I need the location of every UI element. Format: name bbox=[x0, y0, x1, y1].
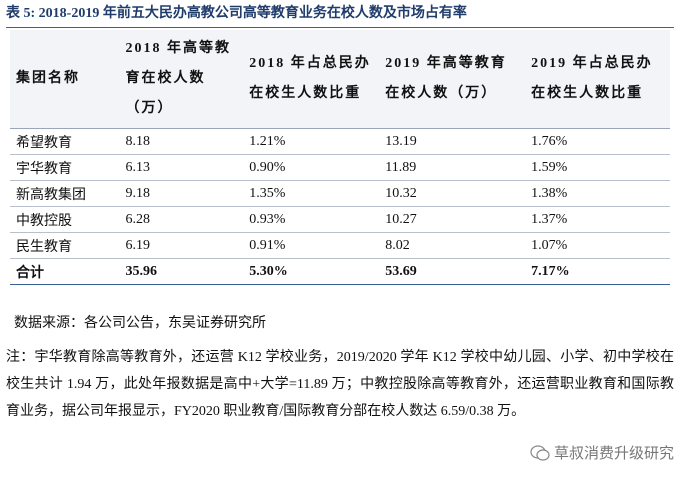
wechat-icon bbox=[530, 444, 550, 461]
table-title: 表 5: 2018-2019 年前五大民办高教公司高等教育业务在校人数及市场占有… bbox=[6, 2, 674, 28]
table-cell: 10.27 bbox=[379, 206, 526, 233]
table-cell: 53.69 bbox=[379, 258, 526, 285]
table-cell: 1.07% bbox=[525, 232, 670, 259]
table-cell: 6.13 bbox=[119, 154, 244, 181]
watermark: 草叔消费升级研究 bbox=[530, 442, 674, 463]
column-header: 2018 年高等教育在校人数（万） bbox=[119, 30, 244, 129]
table-cell: 1.35% bbox=[243, 180, 380, 207]
column-header: 2018 年占总民办在校生人数比重 bbox=[243, 30, 380, 129]
note: 注：宇华教育除高等教育外，还运营 K12 学校业务，2019/2020 学年 K… bbox=[6, 350, 674, 419]
data-table: 集团名称 2018 年高等教育在校人数（万） 2018 年占总民办在校生人数比重 20… bbox=[10, 30, 670, 285]
table-cell: 10.32 bbox=[379, 180, 526, 207]
table-cell: 新高教集团 bbox=[10, 180, 120, 207]
table-cell: 1.59% bbox=[525, 154, 670, 181]
table-row: 希望教育 8.18 1.21% 13.19 1.76% bbox=[10, 128, 670, 155]
table-cell: 1.37% bbox=[525, 206, 670, 233]
table-cell: 宇华教育 bbox=[10, 154, 120, 181]
column-header: 2019 年高等教育在校人数（万） bbox=[379, 30, 526, 129]
table-cell: 7.17% bbox=[525, 258, 670, 285]
table-cell: 11.89 bbox=[379, 154, 526, 181]
table-cell: 0.93% bbox=[243, 206, 380, 233]
table-cell: 8.18 bbox=[119, 128, 244, 155]
table-cell: 1.21% bbox=[243, 128, 380, 155]
table-cell: 中教控股 bbox=[10, 206, 120, 233]
table-row: 宇华教育 6.13 0.90% 11.89 1.59% bbox=[10, 154, 670, 181]
table-cell: 9.18 bbox=[119, 180, 244, 207]
table-cell: 6.28 bbox=[119, 206, 244, 233]
table-cell: 民生教育 bbox=[10, 232, 120, 259]
table-row: 新高教集团 9.18 1.35% 10.32 1.38% bbox=[10, 180, 670, 207]
table-cell: 6.19 bbox=[119, 232, 244, 259]
source: 数据来源：各公司公告，东吴证券研究所 bbox=[14, 316, 266, 331]
table-cell: 0.90% bbox=[243, 154, 380, 181]
table-cell: 13.19 bbox=[379, 128, 526, 155]
table-cell: 0.91% bbox=[243, 232, 380, 259]
table-cell: 希望教育 bbox=[10, 128, 120, 155]
total-row: 合计 35.96 5.30% 53.69 7.17% bbox=[10, 258, 670, 285]
table-cell: 1.38% bbox=[525, 180, 670, 207]
table-row: 民生教育 6.19 0.91% 8.02 1.07% bbox=[10, 232, 670, 259]
table-cell: 5.30% bbox=[243, 258, 380, 285]
table-cell: 1.76% bbox=[525, 128, 670, 155]
table-cell: 8.02 bbox=[379, 232, 526, 259]
watermark-text: 草叔消费升级研究 bbox=[553, 446, 674, 462]
table-row: 中教控股 6.28 0.93% 10.27 1.37% bbox=[10, 206, 670, 233]
table-cell: 合计 bbox=[10, 258, 120, 285]
column-header: 2019 年占总民办在校生人数比重 bbox=[525, 30, 670, 129]
table-cell: 35.96 bbox=[119, 258, 244, 285]
column-header: 集团名称 bbox=[10, 30, 120, 129]
